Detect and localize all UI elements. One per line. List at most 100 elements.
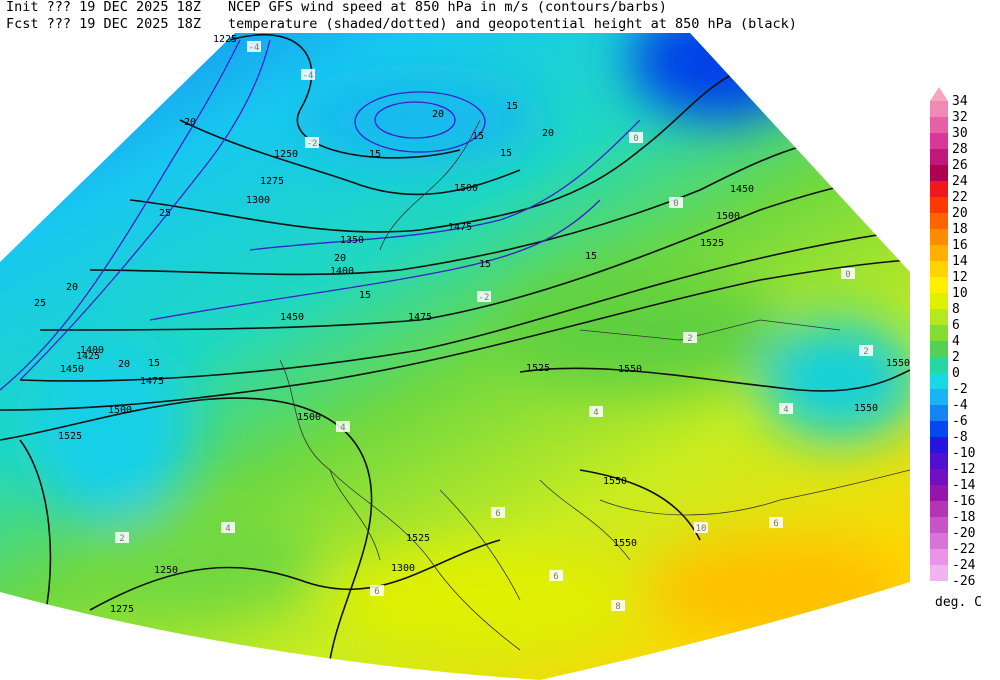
- header-line1: NCEP GFS wind speed at 850 hPa in m/s (c…: [228, 0, 667, 15]
- temperature-label-box: [549, 570, 563, 581]
- wind-label: 20: [118, 359, 130, 370]
- colorbar-swatch: [930, 165, 948, 181]
- colorbar-swatch: [930, 453, 948, 469]
- colorbar-label: -2: [952, 382, 968, 397]
- wind-label: 25: [34, 298, 46, 309]
- height-label: 1475: [408, 312, 432, 323]
- temperature-label: 0: [633, 134, 638, 144]
- temperature-label: 6: [374, 587, 379, 597]
- height-contours: [0, 34, 910, 661]
- height-label: 1275: [110, 604, 134, 615]
- temperature-label: 10: [696, 524, 707, 534]
- temperature-label-box: [841, 268, 855, 279]
- temperature-label: 6: [773, 519, 778, 529]
- colorbar-label: -14: [952, 478, 976, 493]
- temperature-label-box: [115, 532, 129, 543]
- wind-label: 15: [500, 148, 512, 159]
- temperature-label-box: [247, 41, 261, 52]
- temperature-label: 8: [615, 602, 620, 612]
- temperature-label-box: [694, 522, 708, 533]
- height-label: 1550: [613, 538, 637, 549]
- colorbar-label: -20: [952, 526, 975, 541]
- temperature-field: [0, 33, 910, 680]
- colorbar-swatch: [930, 325, 948, 341]
- temperature-label: 4: [783, 405, 788, 415]
- wind-label: 20: [66, 282, 78, 293]
- colorbar-swatch: [930, 357, 948, 373]
- wind-label: 15: [472, 131, 484, 142]
- colorbar-swatch: [930, 101, 948, 117]
- height-label: 1500: [454, 183, 478, 194]
- wind-label: 20: [334, 253, 346, 264]
- height-label: 1275: [260, 176, 284, 187]
- wind-label: 20: [184, 117, 196, 128]
- height-label: 1400: [330, 266, 354, 277]
- colorbar-label: 20: [952, 206, 968, 221]
- colorbar-swatch: [930, 437, 948, 453]
- colorbar-swatch: [930, 501, 948, 517]
- temperature-label-box: [629, 132, 643, 143]
- height-label: 1550: [603, 476, 627, 487]
- colorbar-swatch: [930, 181, 948, 197]
- temperature-label: 6: [553, 572, 558, 582]
- temperature-label-box: [370, 585, 384, 596]
- colorbar-swatch: [930, 469, 948, 485]
- colorbar-label: -12: [952, 462, 975, 477]
- colorbar-swatch: [930, 197, 948, 213]
- height-label: 1450: [280, 312, 304, 323]
- wind-contours: [0, 39, 641, 391]
- colorbar-label: 4: [952, 334, 960, 349]
- colorbar-label: 18: [952, 222, 968, 237]
- colorbar-unit: deg. C: [935, 595, 982, 610]
- height-label: 1525: [58, 431, 82, 442]
- colorbar-swatch: [930, 245, 948, 261]
- wind-label: 15: [479, 259, 491, 270]
- temperature-label-box: [305, 137, 319, 148]
- temperature-label: 0: [845, 270, 850, 280]
- colorbar-swatch: [930, 565, 948, 581]
- colorbar-label: -6: [952, 414, 968, 429]
- height-label: 1500: [108, 405, 132, 416]
- temperature-label: 4: [225, 524, 230, 534]
- colorbar-label: 8: [952, 302, 960, 317]
- temperature-label-box: [859, 345, 873, 356]
- colorbar-label: -26: [952, 574, 975, 589]
- colorbar-label: -24: [952, 558, 976, 573]
- height-label: 1350: [340, 235, 364, 246]
- temperature-label: 2: [863, 347, 868, 357]
- height-label: 1400: [80, 345, 104, 356]
- temperature-label: 0: [673, 199, 678, 209]
- colorbar-label: 24: [952, 174, 968, 189]
- temperature-label: 2: [687, 334, 692, 344]
- height-label: 1550: [618, 364, 642, 375]
- height-label: 1450: [60, 364, 84, 375]
- colorbar-arrow: [930, 87, 948, 101]
- temperature-label-box: [221, 522, 235, 533]
- temperature-label-box: [779, 403, 793, 414]
- colorbar-label: 22: [952, 190, 968, 205]
- height-label: 1300: [391, 563, 415, 574]
- colorbar-label: 0: [952, 366, 960, 381]
- temperature-label: 4: [593, 408, 598, 418]
- colorbar-swatch: [930, 261, 948, 277]
- temperature-label-box: [477, 291, 491, 302]
- colorbar-swatch: [930, 229, 948, 245]
- temperature-label: -2: [307, 139, 318, 149]
- height-label: 1475: [448, 222, 472, 233]
- temperature-label-box: [683, 332, 697, 343]
- height-label: 1525: [406, 533, 430, 544]
- colorbar-label: -22: [952, 542, 975, 557]
- temperature-label-box: [589, 406, 603, 417]
- colorbar-swatch: [930, 533, 948, 549]
- colorbar-label: -10: [952, 446, 975, 461]
- colorbar-swatch: [930, 485, 948, 501]
- header-init: Init ??? 19 DEC 2025 18Z: [6, 0, 201, 15]
- colorbar-swatch: [930, 421, 948, 437]
- height-label: 1450: [730, 184, 754, 195]
- colorbar-swatch: [930, 517, 948, 533]
- temperature-label-box: [611, 600, 625, 611]
- height-label: 1250: [274, 149, 298, 160]
- header-line2: temperature (shaded/dotted) and geopoten…: [228, 16, 797, 32]
- colorbar-label: -18: [952, 510, 975, 525]
